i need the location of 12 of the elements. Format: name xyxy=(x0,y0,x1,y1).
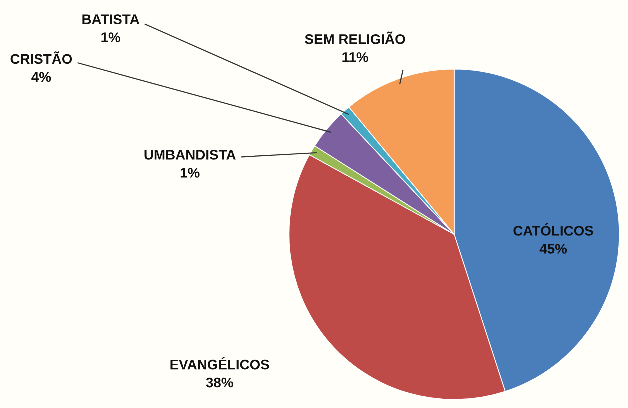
data-label: 1% xyxy=(102,32,120,42)
data-label: 4% xyxy=(32,72,52,82)
data-label: 45% xyxy=(540,244,568,254)
slice-label: SEM RELIGIÃO xyxy=(305,32,406,44)
data-label: 1% xyxy=(180,168,200,178)
slice-label: UMBANDISTA xyxy=(144,150,236,160)
slice-label: EVANGÉLICOS xyxy=(170,357,270,370)
data-label: 38% xyxy=(206,378,234,388)
data-label: 11% xyxy=(342,52,368,62)
slice-label: BATISTA xyxy=(82,14,140,24)
slice-label: CATÓLICOS xyxy=(514,223,594,236)
slice-label: CRISTÃO xyxy=(10,52,72,64)
